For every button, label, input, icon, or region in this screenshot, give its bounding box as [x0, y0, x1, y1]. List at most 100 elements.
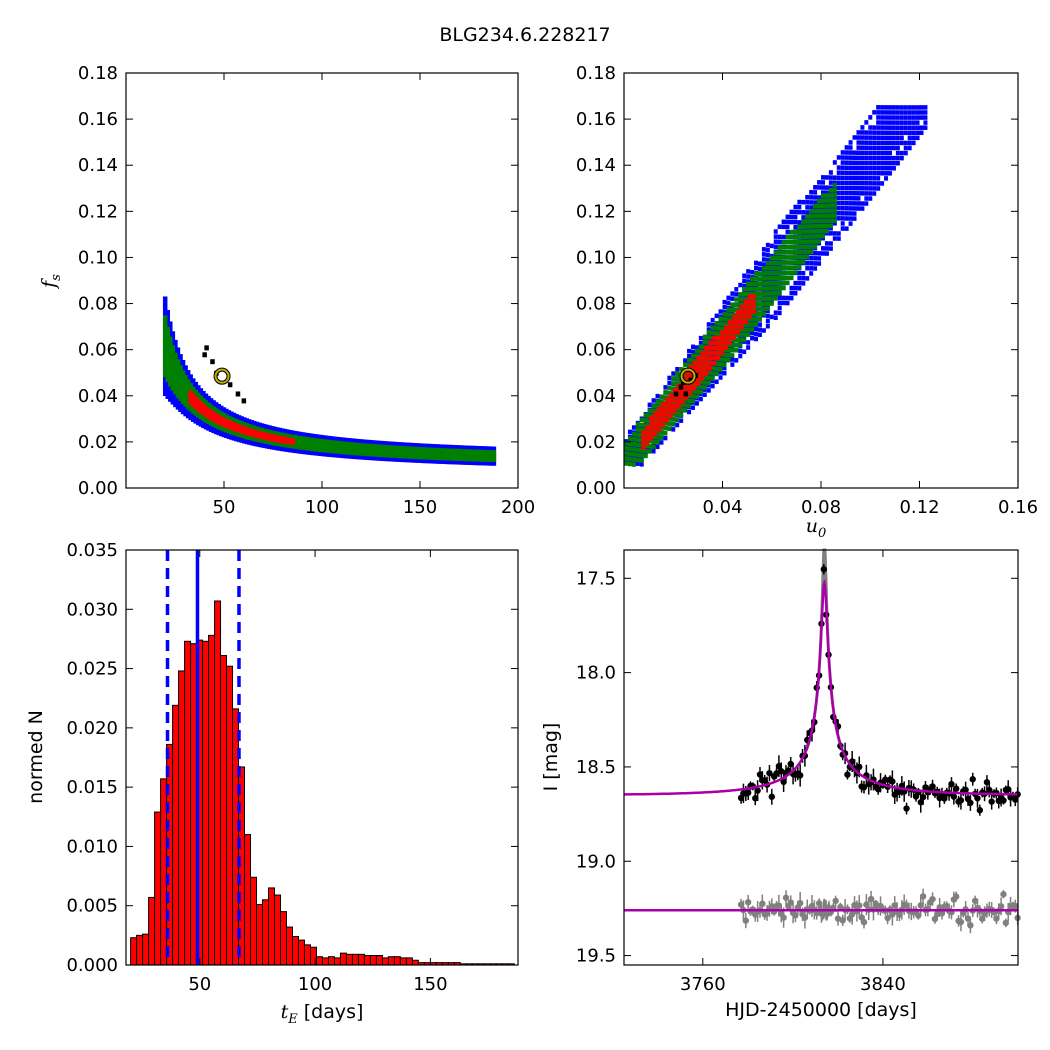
histogram-bar [250, 876, 258, 966]
confidence-bin-2sigma [789, 265, 794, 270]
x-tick-label: 100 [305, 497, 339, 518]
confidence-bin-1sigma [735, 324, 740, 330]
confidence-bin-2sigma [738, 292, 743, 297]
y-tick-label: 18.5 [576, 757, 616, 778]
residual-point [967, 922, 974, 929]
confidence-bin-3sigma [860, 160, 865, 166]
confidence-bin-2sigma [667, 395, 672, 401]
confidence-bin-3sigma [899, 120, 904, 125]
confidence-bin-3sigma [663, 435, 668, 441]
confidence-bin-2sigma [491, 450, 497, 463]
confidence-bin-2sigma [639, 437, 644, 443]
confidence-bin-2sigma [761, 306, 766, 312]
confidence-bin-3sigma [840, 205, 845, 211]
confidence-bin-2sigma [821, 213, 825, 219]
confidence-bin-3sigma [852, 135, 857, 140]
confidence-bin-2sigma [433, 447, 438, 460]
confidence-bin-1sigma [743, 314, 748, 320]
confidence-bin-3sigma [761, 252, 766, 257]
confidence-bin-1sigma [751, 309, 756, 314]
confidence-bin-3sigma [809, 266, 814, 271]
confidence-bin-3sigma [876, 186, 881, 191]
confidence-bin-1sigma [211, 411, 216, 422]
residual-point [1000, 891, 1007, 898]
confidence-bin-3sigma [840, 155, 845, 160]
confidence-bin-1sigma [656, 406, 661, 412]
confidence-bin-3sigma [828, 170, 833, 175]
confidence-bin-3sigma [769, 314, 774, 320]
te-histogram-ylabel: normed N [25, 710, 47, 804]
confidence-bin-1sigma [664, 407, 669, 413]
confidence-bin-1sigma [700, 371, 705, 376]
residual-point [903, 902, 910, 909]
confidence-bin-3sigma [880, 150, 885, 156]
confidence-bin-2sigma [726, 327, 731, 333]
confidence-bin-3sigma [895, 105, 900, 110]
confidence-bin-3sigma [832, 221, 837, 226]
confidence-bin-2sigma [315, 438, 321, 452]
histogram-bar [327, 956, 335, 966]
confidence-bin-2sigma [667, 385, 672, 391]
confidence-bin-1sigma [656, 411, 661, 417]
confidence-bin-2sigma [738, 312, 743, 317]
data-point [756, 771, 764, 778]
confidence-bin-2sigma [410, 446, 415, 459]
confidence-bin-2sigma [734, 312, 739, 317]
confidence-bin-3sigma [891, 135, 896, 141]
x-tick-label: 0.08 [801, 497, 841, 518]
confidence-bin-3sigma [757, 332, 762, 337]
confidence-bin-1sigma [201, 403, 206, 416]
confidence-bin-3sigma [840, 216, 845, 221]
confidence-bin-3sigma [785, 214, 790, 220]
confidence-bin-2sigma [785, 245, 790, 250]
residual-point [1002, 919, 1010, 927]
confidence-bin-2sigma [828, 188, 833, 193]
confidence-bin-3sigma [836, 216, 841, 221]
confidence-bin-3sigma [860, 125, 865, 130]
confidence-bin-3sigma [868, 115, 873, 120]
confidence-bin-3sigma [785, 295, 790, 301]
confidence-bin-3sigma [891, 120, 896, 125]
confidence-bin-2sigma [631, 447, 636, 452]
confidence-bin-2sigma [706, 380, 711, 386]
confidence-bin-2sigma [663, 405, 668, 411]
confidence-bin-3sigma [895, 115, 900, 120]
confidence-bin-2sigma [742, 307, 747, 312]
confidence-bin-3sigma [915, 115, 920, 120]
residual-point [934, 910, 941, 918]
confidence-bin-3sigma [801, 215, 806, 220]
confidence-bin-2sigma [738, 307, 743, 312]
confidence-bin-2sigma [761, 311, 766, 317]
confidence-bin-2sigma [663, 395, 668, 400]
confidence-bin-3sigma [856, 170, 861, 176]
confidence-bin-2sigma [793, 270, 798, 275]
confidence-bin-2sigma [722, 352, 727, 357]
residual-point [759, 900, 766, 907]
confidence-bin-3sigma [726, 295, 731, 301]
confidence-bin-1sigma [692, 380, 697, 386]
confidence-bin-2sigma [734, 342, 739, 348]
confidence-bin-3sigma [919, 115, 924, 120]
confidence-bin-3sigma [864, 191, 869, 196]
confidence-bin-2sigma [757, 316, 762, 322]
histogram-bar [273, 894, 281, 966]
confidence-bin-3sigma [702, 392, 707, 397]
data-point [988, 798, 995, 805]
confidence-bin-2sigma [805, 244, 810, 250]
confidence-bin-2sigma [313, 438, 318, 452]
confidence-bin-3sigma [884, 115, 889, 120]
confidence-bin-2sigma [824, 228, 829, 234]
confidence-bin-3sigma [848, 195, 853, 201]
confidence-bin-3sigma [840, 150, 845, 155]
confidence-bin-1sigma [672, 388, 677, 394]
confidence-bin-2sigma [399, 446, 405, 459]
confidence-bin-2sigma [714, 361, 719, 367]
confidence-bin-2sigma [797, 234, 802, 240]
confidence-bin-3sigma [706, 372, 711, 378]
confidence-bin-3sigma [840, 226, 845, 231]
confidence-bin-3sigma [856, 196, 861, 201]
confidence-bin-3sigma [852, 180, 857, 186]
confidence-bin-1sigma [668, 398, 673, 403]
confidence-bin-2sigma [809, 249, 814, 255]
confidence-bin-2sigma [813, 229, 818, 234]
